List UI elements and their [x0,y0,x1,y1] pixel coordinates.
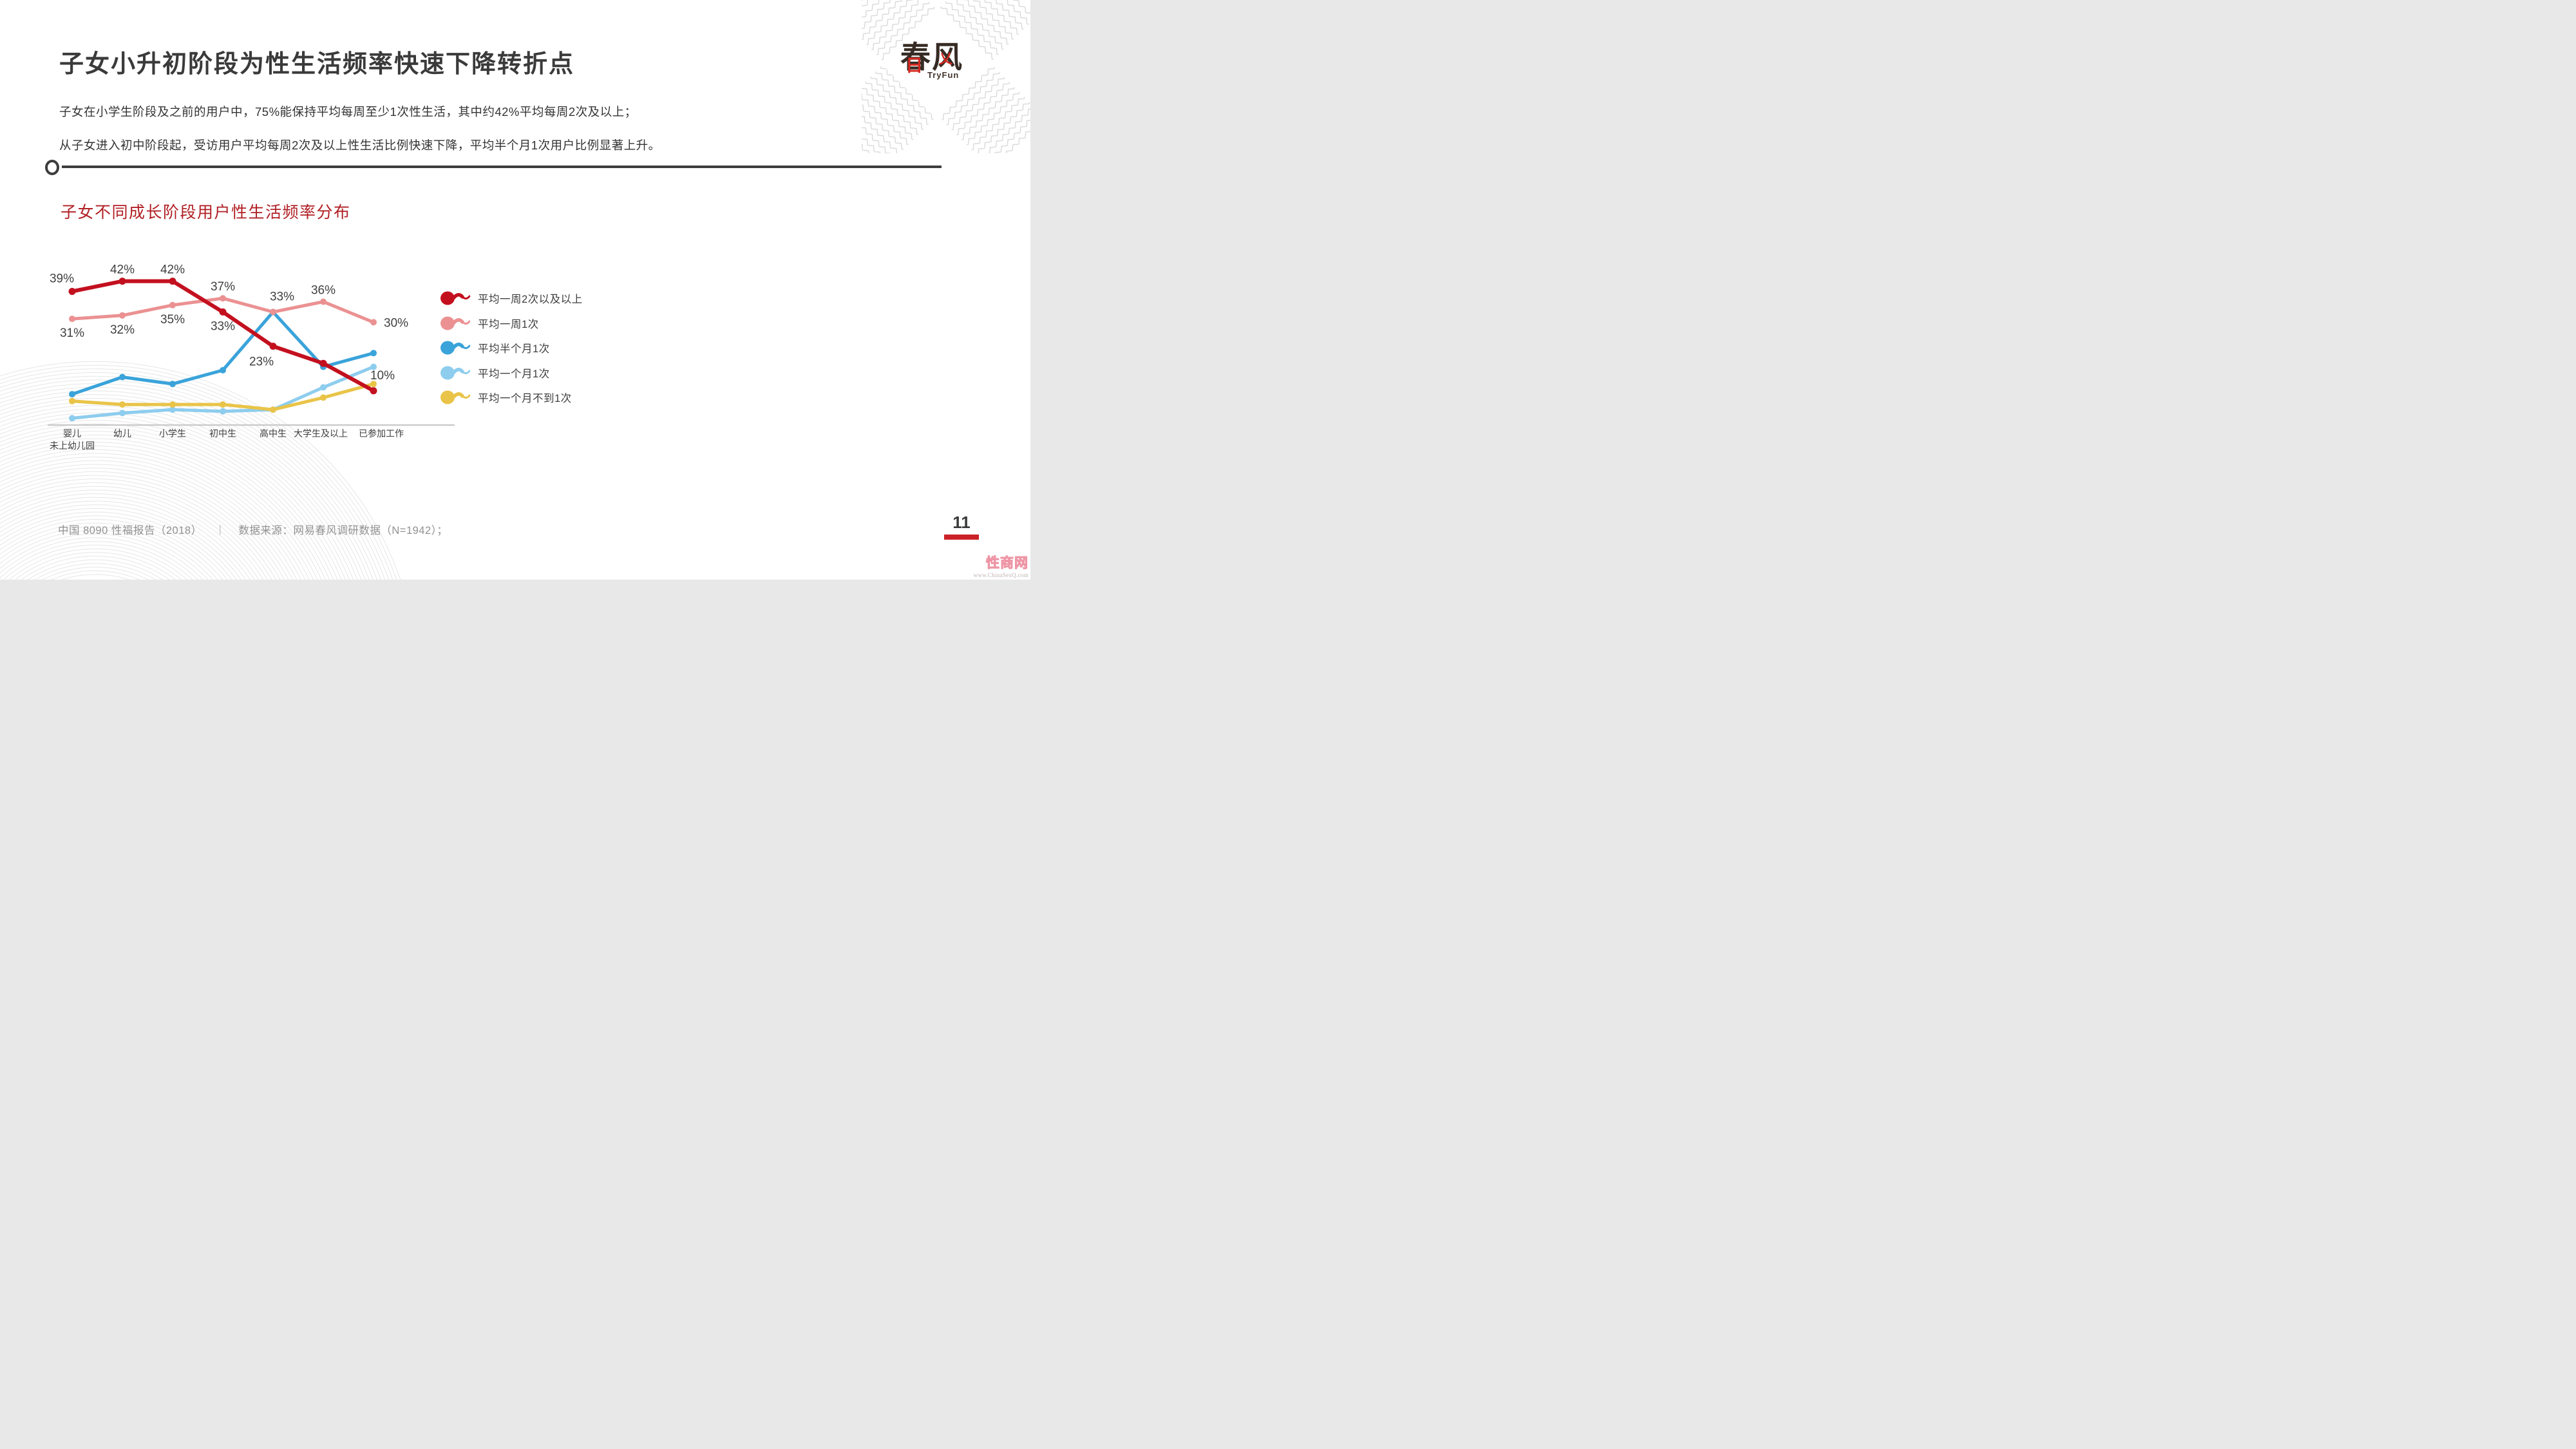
svg-text:33%: 33% [270,290,294,303]
svg-text:初中生: 初中生 [209,428,236,439]
svg-text:婴儿未上幼儿园: 婴儿未上幼儿园 [50,428,95,451]
series-0 [68,278,377,395]
logo-red-accent-yi: 乂 [939,50,954,66]
logo-red-accent-ri: 日 [905,56,924,76]
watermark-url: www.ChinaSexQ.com [973,572,1028,578]
svg-text:31%: 31% [60,327,84,340]
svg-text:已参加工作: 已参加工作 [359,428,404,439]
svg-text:39%: 39% [50,272,74,286]
svg-text:30%: 30% [384,316,408,330]
sperm-icon [440,341,470,355]
legend-item-3: 平均一个月1次 [440,365,583,381]
logo-char-feng: 风 [932,40,963,75]
footer-data-source: 数据来源：网易春风调研数据（N=1942）； [238,525,448,536]
legend-label: 平均一个月1次 [478,368,550,380]
zigzag-pattern-decoration [862,0,1030,153]
svg-text:42%: 42% [160,263,185,277]
legend-label: 平均一个月不到1次 [478,393,572,404]
sperm-icon [440,291,470,305]
legend-item-0: 平均一周2次以及以上 [440,290,583,307]
svg-text:42%: 42% [110,263,135,277]
brand-logo: 春风 日 乂 TryFun [900,43,978,80]
svg-text:33%: 33% [211,319,235,333]
sperm-icon [440,366,470,379]
divider-line [62,166,942,168]
svg-text:37%: 37% [211,280,235,294]
sperm-icon [440,390,470,404]
intro-line-2: 从子女进入初中阶段起，受访用户平均每周2次及以上性生活比例快速下降，平均半个月1… [59,138,661,152]
legend-item-4: 平均一个月不到1次 [440,389,583,406]
svg-text:10%: 10% [370,369,395,383]
svg-text:35%: 35% [160,313,185,327]
sperm-icon [440,316,470,330]
legend-label: 平均一周1次 [478,318,539,330]
page-number: 11 [952,513,971,532]
series-1 [69,295,377,326]
svg-text:23%: 23% [249,355,274,369]
svg-text:高中生: 高中生 [260,428,287,439]
legend-label: 平均一周2次以及以上 [478,294,583,305]
intro-paragraph: 子女在小学生阶段及之前的用户中，75%能保持平均每周至少1次性生活，其中约42%… [59,95,661,162]
chart-heading: 子女不同成长阶段用户性生活频率分布 [61,204,351,222]
concentric-rings-decoration [0,361,401,580]
brand-logo-subtext: TryFun [927,70,960,80]
watermark-name: 性商网 [986,556,1028,571]
line-chart: 婴儿未上幼儿园 幼儿 小学生 初中生 高中生 大学生及以上 已参加工作 39% 42% 42% 33… [48,263,455,451]
svg-text:36%: 36% [311,284,336,298]
brand-logo-characters: 春风 日 乂 [900,40,978,76]
series-4 [69,381,377,413]
svg-text:幼儿: 幼儿 [113,428,131,439]
logo-char-chun: 春 [900,40,932,75]
legend-item-2: 平均半个月1次 [440,339,583,356]
report-slide: 子女小升初阶段为性生活频率快速下降转折点 子女在小学生阶段及之前的用户中，75%… [0,0,1030,580]
svg-text:大学生及以上: 大学生及以上 [294,428,348,439]
footer-report-name: 中国 8090 性福报告（2018） [58,525,202,536]
intro-line-1: 子女在小学生阶段及之前的用户中，75%能保持平均每周至少1次性生活，其中约42%… [59,105,637,118]
svg-text:32%: 32% [110,323,135,337]
svg-text:小学生: 小学生 [159,428,186,439]
footer-separator: | [218,523,222,535]
legend-label: 平均半个月1次 [478,343,550,355]
chart-legend: 平均一周2次以及以上 平均一周1次 平均半个月1次 平均一个月1次平均一个月不到1次 [440,290,583,414]
page-number-underline [944,535,979,540]
divider-circle-icon [45,160,59,175]
page-title: 子女小升初阶段为性生活频率快速下降转折点 [59,51,575,78]
footer: 中国 8090 性福报告（2018） | 数据来源：网易春风调研数据（N=194… [58,522,448,537]
site-watermark: 性商网 www.ChinaSexQ.com [973,553,1028,579]
legend-item-1: 平均一周1次 [440,315,583,332]
